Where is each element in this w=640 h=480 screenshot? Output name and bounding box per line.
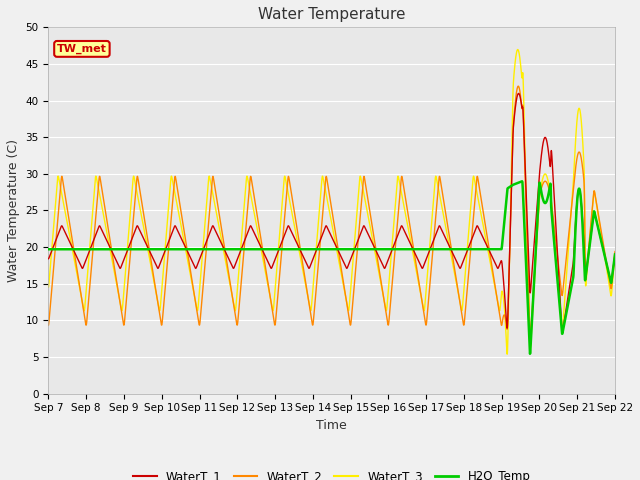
X-axis label: Time: Time [316, 419, 347, 432]
Y-axis label: Water Temperature (C): Water Temperature (C) [7, 139, 20, 282]
Text: TW_met: TW_met [57, 44, 107, 54]
Legend: WaterT_1, WaterT_2, WaterT_3, H2O_Temp: WaterT_1, WaterT_2, WaterT_3, H2O_Temp [128, 466, 535, 480]
Title: Water Temperature: Water Temperature [258, 7, 406, 22]
